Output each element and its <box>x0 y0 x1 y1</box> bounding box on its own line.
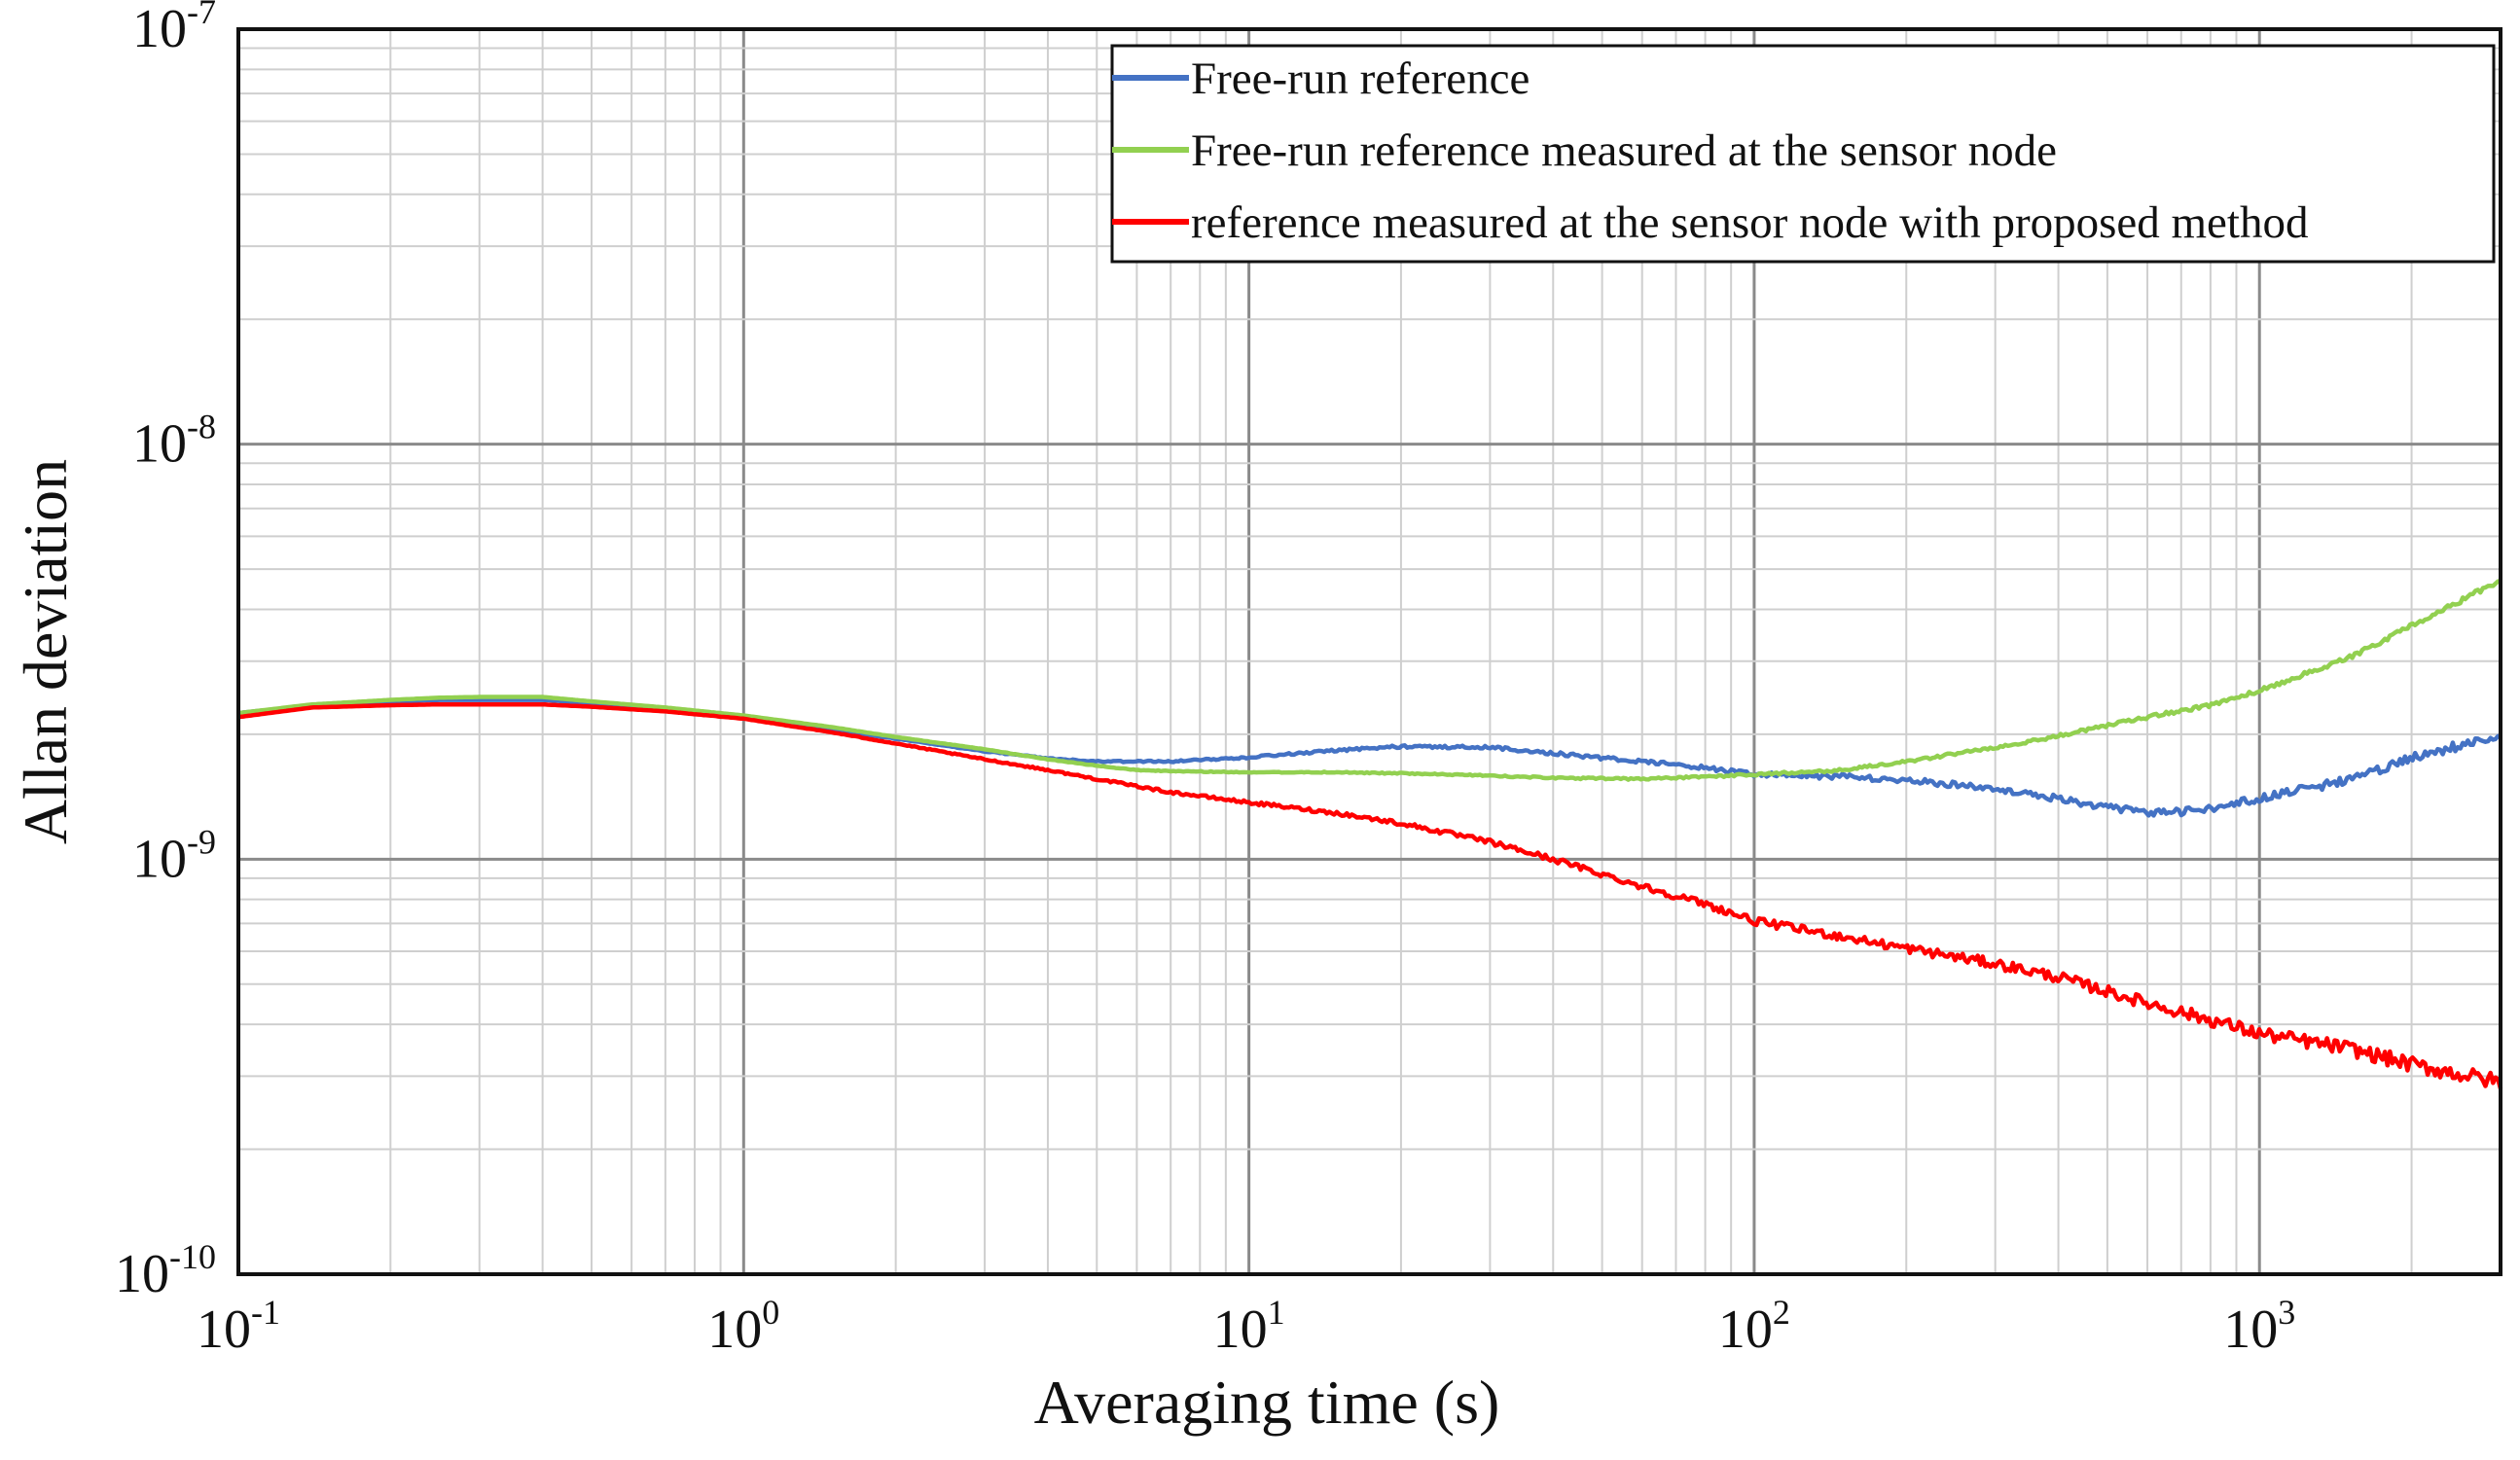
y-tick-label: 10-9 <box>132 822 216 889</box>
y-tick-label: 10-8 <box>132 408 216 475</box>
x-tick-labels: 10-1 100 101 102 103 <box>197 1293 2295 1360</box>
y-axis-title: Allan deviation <box>11 459 80 844</box>
legend-label: Free-run reference <box>1191 53 1530 104</box>
legend-label: Free-run reference measured at the senso… <box>1191 125 2057 176</box>
x-tick-label: 101 <box>1213 1293 1285 1360</box>
series-layer <box>237 578 2503 1089</box>
x-tick-label: 100 <box>707 1293 779 1360</box>
plot-frame <box>236 27 2502 1276</box>
series-line <box>237 701 2503 1089</box>
y-tick-labels: 10-10 10-9 10-8 10-7 <box>115 0 216 1304</box>
y-tick-label: 10-7 <box>132 0 216 59</box>
series-line <box>237 578 2502 782</box>
x-axis-title: Averaging time (s) <box>1034 1368 1500 1437</box>
legend-label: reference measured at the sensor node wi… <box>1191 197 2308 248</box>
legend-box <box>1110 44 2496 264</box>
x-tick-label: 103 <box>2223 1293 2295 1360</box>
legend: Free-run reference Free-run reference mea… <box>1110 44 2496 264</box>
x-tick-label: 102 <box>1718 1293 1790 1360</box>
grid <box>236 27 2502 1276</box>
x-tick-label: 10-1 <box>197 1293 280 1360</box>
y-tick-label: 10-10 <box>115 1237 216 1304</box>
